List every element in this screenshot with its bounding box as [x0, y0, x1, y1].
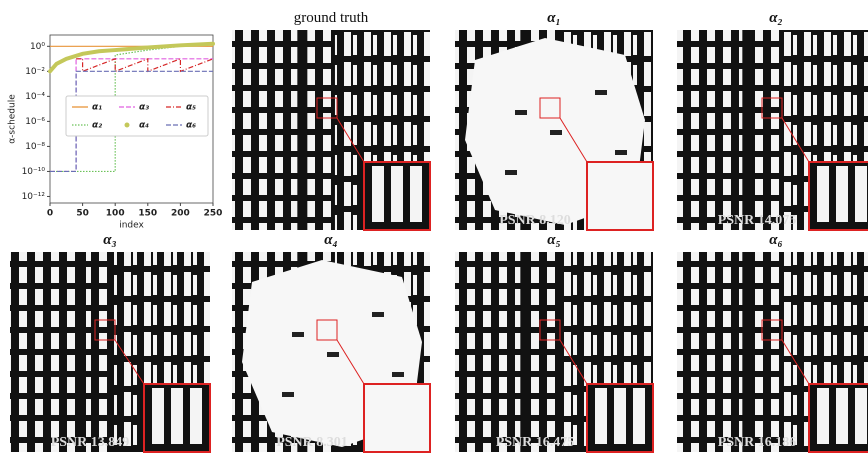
inset-bar	[817, 166, 829, 222]
x-tick-label: 250	[204, 209, 223, 219]
panel-title: α₂	[769, 10, 783, 26]
inset-bar	[817, 388, 829, 444]
x-tick-label: 200	[171, 209, 190, 219]
y-tick-label: 10⁻⁸	[25, 142, 45, 152]
y-tick-label: 10⁻¹⁰	[22, 167, 46, 177]
panel-title: α₄	[324, 232, 338, 248]
image-gap	[742, 252, 752, 452]
inset-bar	[152, 388, 164, 444]
legend-label: α₆	[186, 121, 196, 131]
legend-swatch	[125, 123, 130, 128]
y-tick-label: 10⁻⁶	[25, 117, 45, 127]
panel-title: α₆	[769, 232, 783, 248]
x-tick-label: 0	[47, 209, 53, 219]
image-speck	[392, 372, 404, 377]
inset-bar	[855, 388, 867, 444]
inset-bar	[633, 388, 645, 444]
inset-bar	[410, 166, 422, 222]
x-tick-label: 50	[76, 209, 89, 219]
x-tick-label: 100	[106, 209, 125, 219]
panel-title: α₃	[103, 232, 117, 248]
y-tick-label: 10⁰	[30, 42, 45, 52]
panel-title: α₁	[547, 10, 561, 26]
inset-bar	[855, 166, 867, 222]
inset-bar	[836, 388, 848, 444]
chart: 10⁰ 10⁻² 10⁻⁴ 10⁻⁶ 10⁻⁸ 10⁻¹⁰ 10⁻¹²0 50 100 150 20…	[8, 35, 223, 231]
legend-label: α₃	[139, 103, 149, 113]
image-speck	[515, 110, 527, 115]
page: {"chart_data":{"type":"line","xlabel":"i…	[0, 0, 868, 455]
inset-bar	[391, 166, 403, 222]
panel-title: ground truth	[294, 10, 369, 26]
legend-label: α₁	[92, 103, 102, 113]
y-axis-label: α-schedule	[8, 94, 18, 144]
legend-label: α₂	[92, 121, 102, 131]
panel-title: α₅	[547, 232, 561, 248]
psnr-caption: PSNR 16.186	[718, 435, 797, 450]
image-gap	[742, 30, 752, 230]
inset-bar	[614, 388, 626, 444]
image-speck	[550, 130, 562, 135]
inset-bar	[171, 388, 183, 444]
image-speck	[372, 312, 384, 317]
y-tick-label: 10⁻¹²	[22, 192, 46, 202]
y-tick-label: 10⁻⁴	[25, 92, 45, 102]
zoom-inset	[364, 384, 430, 452]
image-gap	[76, 252, 86, 452]
psnr-caption: PSNR 13.849	[51, 435, 130, 450]
image-speck	[327, 352, 339, 357]
x-tick-label: 150	[138, 209, 157, 219]
psnr-caption: PSNR 14.075	[718, 213, 797, 228]
legend-label: α₅	[186, 103, 196, 113]
legend-label: α₄	[139, 121, 149, 131]
psnr-caption: PSNR 8.301	[276, 435, 348, 450]
psnr-caption: PSNR 16.475	[496, 435, 575, 450]
figure: ground truth α₁ PSNR 8.120 α₂ PSNR 14.075 α₃ P…	[0, 0, 868, 455]
inset-bar	[190, 388, 202, 444]
image-speck	[505, 170, 517, 175]
image-speck	[595, 90, 607, 95]
y-tick-label: 10⁻²	[25, 67, 45, 77]
psnr-caption: PSNR 8.120	[499, 213, 571, 228]
image-speck	[292, 332, 304, 337]
image-speck	[615, 150, 627, 155]
zoom-inset	[587, 162, 653, 230]
image-speck	[282, 392, 294, 397]
inset-bar	[836, 166, 848, 222]
image-gap	[520, 252, 530, 452]
inset-bar	[372, 166, 384, 222]
inset-bar	[595, 388, 607, 444]
image-gap	[297, 30, 307, 230]
x-axis-label: index	[119, 221, 144, 231]
